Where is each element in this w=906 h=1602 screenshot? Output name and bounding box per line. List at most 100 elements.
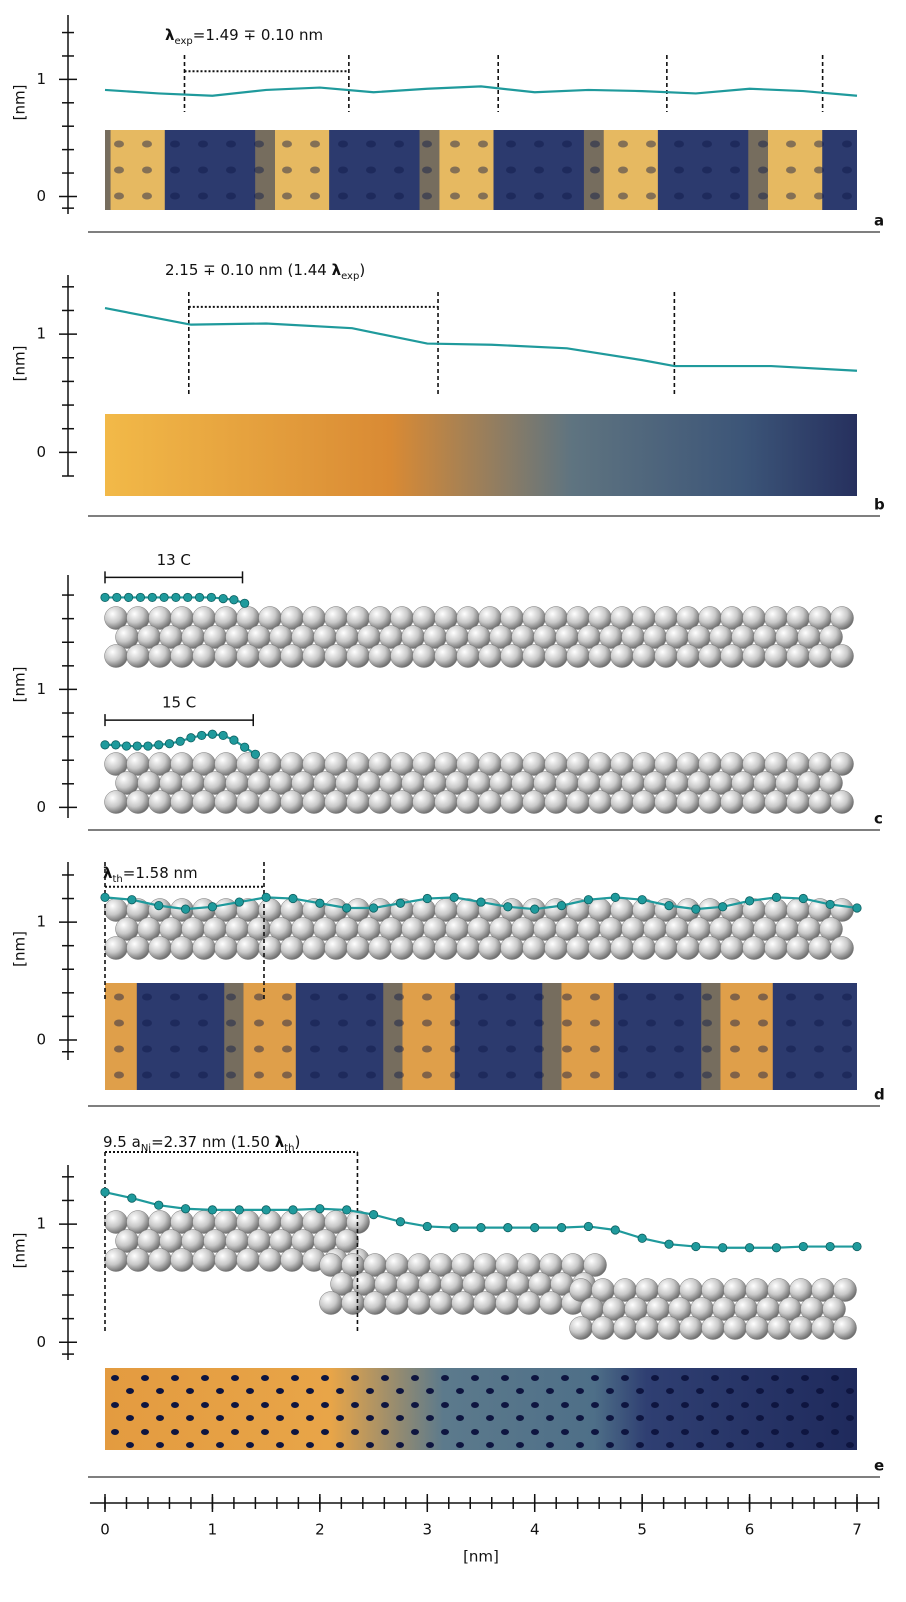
stm-spot (702, 192, 712, 200)
stm-spot (254, 166, 264, 174)
y-tick-label: 1 (36, 1215, 46, 1233)
carbon-atom (583, 895, 594, 905)
carbon-atom (135, 592, 146, 603)
y-axis-label: [nm] (11, 931, 29, 967)
ni-atom (148, 644, 172, 668)
panel-letter: e (874, 1457, 884, 1475)
ni-atom (588, 936, 612, 960)
x-tick-label: 7 (852, 1521, 862, 1539)
y-tick-label: 1 (36, 70, 46, 88)
stm-spot (814, 1019, 824, 1027)
carbon-atom (476, 1223, 486, 1233)
carbon-atom (124, 592, 134, 603)
ni-atom (591, 1316, 615, 1340)
ni-atom (635, 1316, 659, 1340)
ni-atom (654, 936, 678, 960)
y-axis-label: [nm] (11, 667, 29, 703)
stm-spot (842, 192, 852, 200)
carbon-atom (691, 1241, 701, 1252)
ni-atom (808, 790, 832, 814)
stm-spot (506, 140, 516, 148)
carbon-atom (556, 901, 567, 911)
x-tick-label: 4 (530, 1521, 540, 1539)
stm-spot (422, 1071, 432, 1079)
stm-spot (394, 166, 404, 174)
carbon-atom (171, 592, 181, 603)
stm-spot (758, 1019, 768, 1027)
carbon-atom (147, 592, 157, 603)
ni-atom (104, 644, 128, 668)
ni-atom (302, 790, 326, 814)
stm-spot (534, 1019, 544, 1027)
stm-spot (450, 1071, 460, 1079)
ni-atom (833, 1316, 857, 1340)
x-tick-label: 6 (745, 1521, 755, 1539)
stm-bright-band (402, 983, 455, 1090)
carbon-atom (825, 1241, 835, 1252)
ni-atom (495, 1291, 519, 1315)
stm-spot (394, 1071, 404, 1079)
y-tick-label: 0 (36, 443, 46, 461)
ni-atom (170, 936, 194, 960)
carbon-atom (503, 902, 513, 912)
carbon-atom (197, 730, 207, 741)
stm-spot (786, 192, 796, 200)
ni-atom (170, 1248, 194, 1272)
stm-spot (506, 192, 516, 200)
ni-atom (478, 790, 502, 814)
carbon-atom (825, 899, 835, 910)
stm-spot (646, 1019, 656, 1027)
carbon-atom (342, 903, 352, 913)
y-axis-label: [nm] (11, 346, 29, 382)
carbon-atom (556, 1223, 567, 1233)
ni-atom (258, 790, 282, 814)
ni-atom (583, 1253, 607, 1277)
ni-atom (786, 936, 810, 960)
stm-spot (590, 166, 600, 174)
stm-spot (646, 1045, 656, 1053)
ni-atom (148, 790, 172, 814)
ni-atom (822, 1297, 846, 1321)
stm-spot (282, 1019, 292, 1027)
ni-atom (236, 644, 260, 668)
ni-atom (456, 790, 480, 814)
stm-mid-band (701, 983, 721, 1090)
stm-spot (842, 166, 852, 174)
stm-spot (338, 166, 348, 174)
stm-spot (142, 993, 152, 1001)
panel-letter: d (874, 1086, 885, 1104)
carbon-atom (180, 904, 191, 914)
ni-atom (368, 936, 392, 960)
ni-atom (390, 790, 414, 814)
stm-spot (534, 993, 544, 1001)
stm-spot (758, 166, 768, 174)
y-axis-label: [nm] (11, 85, 29, 121)
carbon-atom (637, 895, 647, 905)
stm-spot (786, 140, 796, 148)
carbon-atom (183, 592, 193, 603)
stm-bright-band (274, 130, 330, 210)
stm-spot (730, 1019, 740, 1027)
carbon-atom (798, 893, 808, 904)
stm-spot (450, 993, 460, 1001)
ni-atom (258, 644, 282, 668)
ni-atom (742, 936, 766, 960)
stm-spot (198, 993, 208, 1001)
ni-atom (698, 790, 722, 814)
stm-spot (366, 1071, 376, 1079)
stm-image (105, 130, 857, 210)
stm-mid-band (255, 130, 275, 210)
stm-spot (506, 1071, 516, 1079)
stm-spot (534, 192, 544, 200)
ni-atom (280, 1248, 304, 1272)
stm-spot (450, 166, 460, 174)
annotation-part: λ (103, 864, 113, 882)
stm-image (105, 414, 857, 496)
scale-bar-label: 13 C (157, 551, 191, 569)
ni-atom (517, 1291, 541, 1315)
stm-spot (590, 140, 600, 148)
stm-spot (534, 1071, 544, 1079)
ni-atom (214, 644, 238, 668)
stm-spot (814, 1045, 824, 1053)
stm-spot (814, 1071, 824, 1079)
